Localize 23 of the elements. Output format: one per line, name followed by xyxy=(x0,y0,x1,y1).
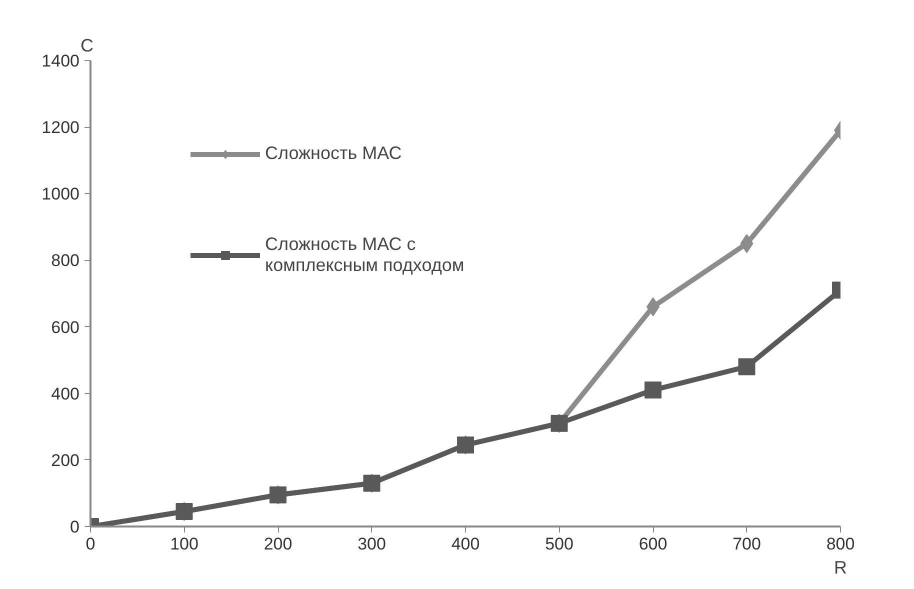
y-tick-label: 1200 xyxy=(42,118,80,138)
x-tick-label: 800 xyxy=(826,534,855,554)
legend-label: Сложность МАС xyxy=(265,143,402,164)
x-tick-label: 600 xyxy=(638,534,668,554)
x-tick-label: 700 xyxy=(732,534,761,554)
y-tick-label: 1000 xyxy=(42,184,80,204)
y-axis-title: C xyxy=(80,36,94,56)
x-tick-label: 200 xyxy=(264,534,292,554)
point xyxy=(644,382,662,399)
y-tick-label: 800 xyxy=(51,251,80,270)
x-tick-label: 400 xyxy=(451,534,480,554)
x-tick-label: 100 xyxy=(170,534,198,554)
y-tick-label: 200 xyxy=(51,450,80,470)
y-tick-label: 400 xyxy=(51,384,80,404)
y-tick-label: 600 xyxy=(51,318,80,337)
legend-label: Сложность МАС с комплексным подходом xyxy=(265,234,464,276)
y-tick-label: 0 xyxy=(70,518,80,536)
y-tick-label: 1400 xyxy=(42,52,80,70)
x-tick-label: 300 xyxy=(358,534,386,554)
x-axis-title: R xyxy=(834,558,847,578)
x-tick-label: 500 xyxy=(545,534,574,554)
x-tick-label: 0 xyxy=(86,534,96,554)
point xyxy=(738,358,756,376)
